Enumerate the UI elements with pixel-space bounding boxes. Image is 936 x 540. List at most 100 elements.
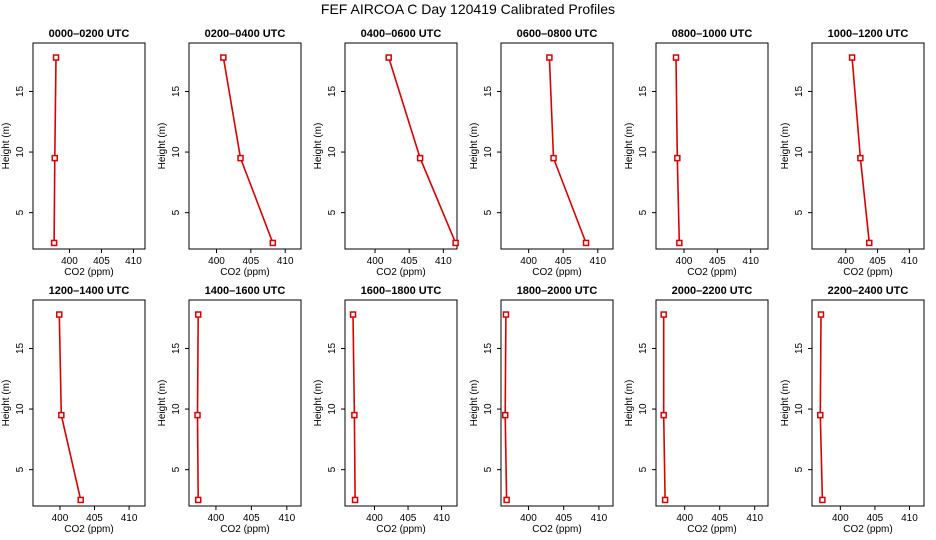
co2-profile-line [53,57,57,243]
x-tick-label: 400 [676,513,693,524]
co2-data-point [819,496,826,504]
co2-profile-line [548,57,587,244]
plot-frame [32,299,146,507]
x-tick-label: 400 [61,256,78,267]
y-tick-label: 15 [638,342,649,354]
profile-panel: 0200–0400 UTC 400 405 410 5 10 15 CO2 (ppm) Heig… [157,28,302,278]
x-axis-label: CO2 (ppm) [220,267,269,278]
panel-title: 1000–1200 UTC [828,28,909,40]
y-tick-label: 10 [794,403,805,415]
co2-data-point [582,239,590,247]
y-axis-label: Height (m) [624,123,635,170]
y-axis-label: Height (m) [1,123,12,170]
x-tick-label: 410 [589,256,606,267]
x-axis-label: CO2 (ppm) [532,267,581,278]
profile-panel: 2200–2400 UTC 400 405 410 5 10 15 CO2 (ppm) Heig… [780,285,925,535]
plot-frame [188,42,302,250]
plot-frame [32,42,146,250]
y-tick-label: 5 [327,209,338,215]
profile-panel: 1600–1800 UTC 400 405 410 5 10 15 CO2 (ppm) Heig… [313,285,458,535]
x-axis-label: CO2 (ppm) [687,267,736,278]
x-tick-label: 405 [400,513,417,524]
y-tick-label: 15 [171,85,182,97]
y-tick-label: 5 [483,466,494,472]
x-tick-label: 410 [433,513,450,524]
co2-profile-line [662,314,666,500]
profile-panel: 0600–0800 UTC 400 405 410 5 10 15 CO2 (ppm) Heig… [469,28,614,278]
y-tick-label: 10 [15,403,26,415]
co2-data-point [672,54,680,61]
x-tick-label: 405 [555,256,572,267]
plot-frame [188,299,302,507]
x-tick-label: 400 [520,513,537,524]
y-axis-label: Height (m) [469,123,480,170]
y-tick-label: 5 [794,466,805,472]
co2-data-point [848,54,856,61]
panel-title: 0800–1000 UTC [672,28,753,40]
y-tick-label: 5 [638,209,649,215]
x-axis-label: CO2 (ppm) [687,524,736,535]
x-tick-label: 400 [208,256,225,267]
x-tick-label: 400 [676,256,693,267]
co2-profile-line [387,57,457,244]
x-tick-label: 410 [746,513,763,524]
x-tick-label: 400 [52,513,69,524]
y-tick-label: 10 [638,146,649,158]
y-axis-label: Height (m) [780,380,791,427]
co2-data-point [416,154,424,162]
x-axis-label: CO2 (ppm) [532,524,581,535]
plot-frame [344,299,458,507]
x-axis-label: CO2 (ppm) [843,524,892,535]
profile-panel: 1400–1600 UTC 400 405 410 5 10 15 CO2 (ppm) Heig… [157,285,302,535]
profile-panel: 1200–1400 UTC 400 405 410 5 10 15 CO2 (ppm) Heig… [1,285,146,535]
x-tick-label: 400 [837,256,854,267]
co2-data-point [220,54,227,61]
x-tick-label: 405 [711,513,728,524]
y-tick-label: 10 [327,403,338,415]
co2-data-point [676,239,683,247]
co2-data-point [866,239,873,247]
x-tick-label: 400 [208,513,225,524]
co2-data-point [385,54,392,61]
y-tick-label: 15 [327,85,338,97]
co2-data-point [660,311,667,318]
panel-title: 1200–1400 UTC [49,285,130,297]
panel-title: 0600–0800 UTC [517,28,598,40]
x-tick-label: 405 [709,256,726,267]
y-tick-label: 5 [327,466,338,472]
y-tick-label: 15 [794,85,805,97]
y-tick-label: 10 [638,403,649,415]
y-tick-label: 15 [15,85,26,97]
y-tick-label: 10 [483,403,494,415]
co2-data-point [194,311,202,318]
x-tick-label: 410 [278,513,295,524]
y-tick-label: 10 [171,146,182,158]
co2-data-point [56,311,63,318]
x-tick-label: 405 [555,513,572,524]
x-tick-label: 405 [243,513,260,524]
co2-profile-line [819,314,824,500]
profile-panel: 0800–1000 UTC 400 405 410 5 10 15 CO2 (ppm) Heig… [624,28,769,278]
y-tick-label: 10 [15,146,26,158]
y-axis-label: Height (m) [1,380,12,427]
x-tick-label: 400 [520,256,537,267]
co2-data-point [674,154,681,162]
x-tick-label: 410 [742,256,759,267]
profile-panel: 2000–2200 UTC 400 405 410 5 10 15 CO2 (ppm) Heig… [624,285,769,535]
x-tick-label: 405 [242,256,259,267]
x-tick-label: 400 [366,513,383,524]
panel-title: 0400–0600 UTC [361,28,442,40]
plot-frame [655,42,769,250]
x-axis-label: CO2 (ppm) [843,267,892,278]
plot-frame [344,42,458,250]
co2-data-point [503,496,510,504]
co2-data-point [77,496,84,504]
co2-data-point [349,311,357,318]
y-tick-label: 10 [483,146,494,158]
co2-data-point [351,496,359,504]
y-tick-label: 15 [638,85,649,97]
y-axis-label: Height (m) [313,123,324,170]
co2-profile-line [222,57,274,244]
co2-profile-line [58,314,82,501]
co2-data-point [817,411,824,419]
